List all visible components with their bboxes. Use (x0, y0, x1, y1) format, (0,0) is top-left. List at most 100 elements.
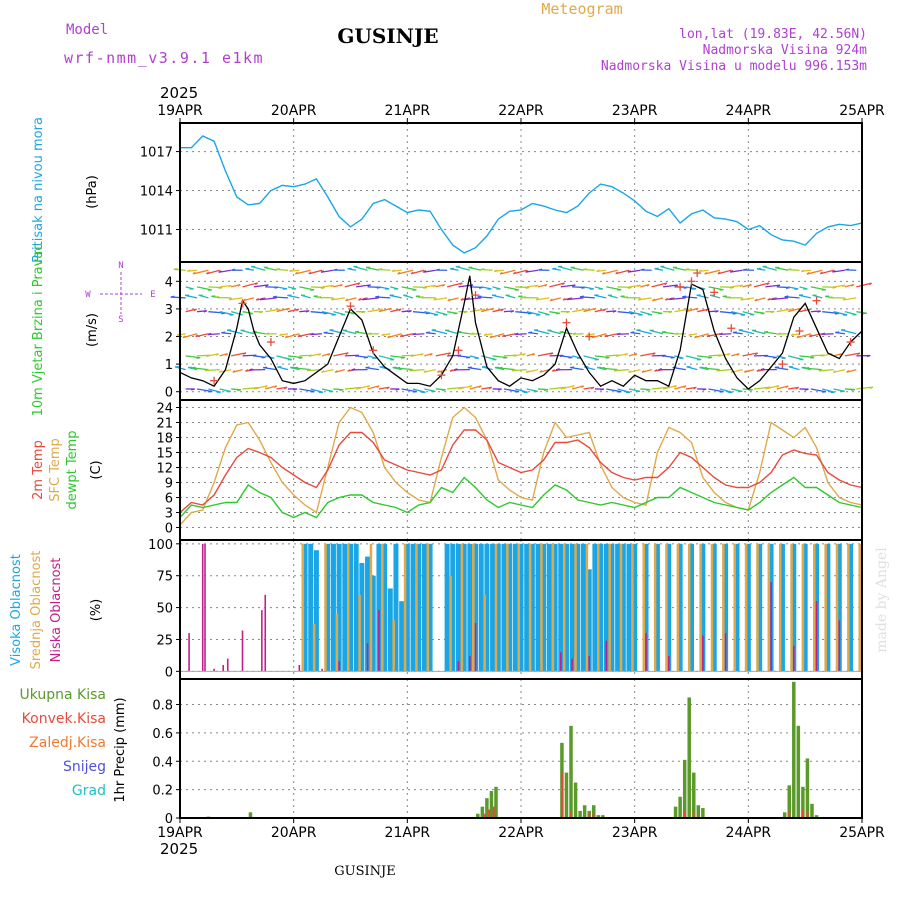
cloud-bar (461, 543, 467, 672)
wind-arrow-head (321, 370, 325, 373)
cloud-bar (366, 643, 369, 672)
cloud-bar (700, 543, 706, 672)
wind-arrow-head (339, 389, 344, 392)
wind-arrow (185, 308, 197, 313)
precip-bar (673, 806, 678, 818)
lonlat-label: lon,lat (19.83E, 42.56N) (679, 27, 867, 42)
wind-arrow (362, 297, 379, 301)
precip-bar (582, 805, 587, 818)
cloud-bar (791, 543, 797, 672)
wind-arrow-head (841, 284, 846, 288)
wind-arrow-head (460, 297, 464, 301)
precip-bar (692, 812, 695, 818)
wind-arrow-head (330, 284, 335, 288)
wind-arrow-head (736, 353, 740, 356)
wind-arrow-head (429, 353, 433, 356)
wind-arrow-head (381, 333, 385, 336)
wind-arrow-head (357, 282, 361, 286)
temperature-ytick-label: 24 (156, 402, 173, 417)
cloud-bar (353, 543, 359, 672)
cloud-bar (324, 543, 327, 672)
wind-arrow-head (770, 310, 775, 314)
model-label: Model (66, 22, 108, 38)
wind-arrow (549, 282, 565, 288)
wind-arrow-head (766, 282, 770, 286)
cloud-bar (767, 543, 771, 672)
wind-arrow (730, 269, 743, 273)
wind-arrow-head (293, 366, 299, 369)
wind-arrow-head (776, 332, 781, 335)
wind-arrow (771, 297, 789, 301)
wind-arrow-head (658, 368, 663, 371)
precip-bar (801, 809, 804, 818)
wind-arrow (822, 311, 839, 315)
cloud-bar (677, 543, 683, 672)
wind-arrow (537, 352, 554, 357)
wind-arrow (447, 386, 464, 390)
cloud-bar (838, 620, 841, 672)
wind-arrow-head (634, 353, 638, 356)
cloud-bar (825, 543, 831, 672)
wind-arrow (535, 297, 550, 301)
xtick-label-bottom-19apr: 19APR (157, 825, 203, 841)
wind-arrow-head (243, 352, 247, 355)
wind-arrow-head (525, 270, 529, 273)
wind-arrow-head (716, 369, 720, 372)
wind-arrow-head (358, 297, 362, 301)
cloud-bar (724, 633, 727, 672)
wind-arrow-head (320, 270, 325, 273)
temperature-ytick-label: 15 (156, 447, 173, 462)
cloud-bar (824, 543, 827, 672)
wind-arrow-head (481, 308, 486, 312)
wind-arrow-head (191, 388, 195, 391)
grid-lines (180, 123, 862, 819)
cloud-bar (585, 543, 589, 672)
wind-arrow-head (703, 366, 708, 369)
wind-arrow-head (535, 284, 539, 288)
wind-arrow-head (173, 268, 178, 270)
cloud-bar (626, 543, 632, 672)
wind-arrow-head (286, 307, 290, 311)
wind-arrow (287, 308, 300, 313)
wind-arrow (367, 385, 380, 390)
wind-arrow-head (788, 308, 793, 312)
cloud-bar (654, 543, 660, 672)
wind-arrow (276, 355, 292, 361)
pressure-frame (179, 122, 863, 263)
wind-arrow-head (397, 271, 401, 275)
product-title: Meteogram (541, 0, 622, 18)
cloud-bar (702, 635, 704, 672)
cloud-bar (711, 543, 717, 672)
wind-arrow-head (787, 268, 792, 271)
cloud-bar (467, 543, 473, 672)
wind-arrow-head (237, 284, 241, 287)
cloud-bar (370, 575, 376, 672)
wind-arrow-head (571, 385, 575, 388)
wind-arrow-head (604, 334, 608, 338)
cloud-ylabel-0: Visoka Oblacnost (9, 554, 24, 666)
precip-bar (796, 725, 801, 818)
wind-arrow-head (309, 332, 314, 336)
wind-arrow (231, 352, 247, 357)
wind-arrow-head (544, 389, 549, 392)
wind-arrow (513, 269, 527, 275)
wind-arrow-head (513, 271, 517, 275)
cloud-bar (416, 543, 422, 672)
wind-arrow-head (318, 353, 322, 356)
wind-arrow-head (410, 271, 414, 275)
cloud-bar (381, 543, 384, 672)
wind-arrow-head (514, 332, 519, 336)
cloud-bar (619, 543, 623, 672)
precip-bar (692, 772, 696, 818)
cloud-bar (484, 543, 490, 672)
wind-arrow-head (832, 370, 836, 373)
precip-bar (801, 786, 805, 818)
wind-arrow-head (754, 298, 758, 302)
precip-legend-1: Konvek.Kisa (22, 711, 106, 727)
wind-arrow (265, 385, 277, 390)
wind-arrow-head (646, 388, 651, 391)
wind-arrow-head (284, 335, 288, 339)
precip-ytick-label: 0.4 (152, 755, 173, 770)
wind-arrow (397, 269, 414, 275)
wind-arrow (628, 369, 641, 373)
